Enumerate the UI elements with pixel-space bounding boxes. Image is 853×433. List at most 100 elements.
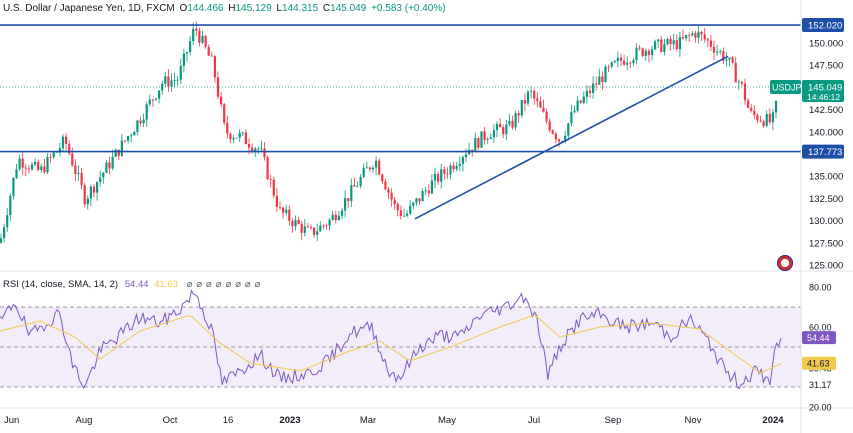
candle[interactable]: [46, 153, 49, 175]
candle[interactable]: [691, 30, 694, 37]
candle[interactable]: [657, 38, 660, 48]
candle[interactable]: [437, 171, 440, 185]
candle[interactable]: [508, 113, 511, 127]
candle[interactable]: [759, 115, 762, 123]
candle[interactable]: [65, 133, 68, 151]
candle[interactable]: [105, 160, 108, 174]
candle[interactable]: [588, 85, 592, 98]
candle[interactable]: [542, 99, 545, 113]
candle[interactable]: [712, 40, 716, 61]
candle[interactable]: [68, 140, 71, 156]
hidden-plot-icons[interactable]: ⌀⌀⌀⌀⌀⌀⌀⌀: [186, 279, 265, 290]
candle[interactable]: [567, 122, 570, 141]
candle[interactable]: [179, 58, 182, 85]
candle[interactable]: [669, 35, 672, 51]
candle[interactable]: [632, 57, 635, 67]
candle[interactable]: [601, 71, 604, 90]
candle[interactable]: [638, 44, 641, 51]
candle[interactable]: [269, 174, 272, 188]
candle[interactable]: [151, 98, 154, 107]
candle[interactable]: [77, 165, 80, 181]
candle[interactable]: [297, 216, 300, 225]
candle[interactable]: [753, 105, 756, 120]
candle[interactable]: [477, 136, 480, 151]
candle[interactable]: [58, 142, 61, 157]
candle[interactable]: [114, 148, 117, 158]
candle[interactable]: [89, 184, 92, 207]
candle[interactable]: [499, 118, 502, 128]
candle[interactable]: [554, 131, 557, 144]
candle[interactable]: [725, 52, 728, 67]
candle[interactable]: [393, 196, 396, 211]
candle[interactable]: [282, 206, 285, 219]
candle[interactable]: [685, 34, 688, 42]
candle[interactable]: [285, 204, 288, 216]
candle[interactable]: [455, 161, 458, 172]
candle[interactable]: [446, 167, 449, 179]
candle[interactable]: [722, 47, 725, 65]
candle[interactable]: [9, 193, 12, 222]
candle[interactable]: [743, 78, 747, 105]
candle[interactable]: [145, 101, 148, 128]
candle[interactable]: [610, 61, 613, 69]
candle[interactable]: [241, 131, 244, 136]
candle[interactable]: [551, 129, 554, 135]
candle[interactable]: [406, 210, 409, 218]
candle[interactable]: [331, 210, 334, 221]
candle[interactable]: [294, 215, 297, 231]
candle[interactable]: [108, 156, 111, 175]
candle[interactable]: [303, 219, 306, 237]
candle[interactable]: [257, 146, 260, 154]
candle[interactable]: [607, 64, 610, 73]
candle[interactable]: [728, 57, 731, 67]
candle[interactable]: [158, 90, 161, 104]
candle[interactable]: [492, 124, 495, 143]
candle[interactable]: [161, 80, 164, 95]
price-pane[interactable]: [0, 21, 801, 244]
candle[interactable]: [192, 22, 195, 46]
candle[interactable]: [430, 174, 433, 195]
candle[interactable]: [433, 167, 437, 188]
candle[interactable]: [164, 72, 167, 88]
candle[interactable]: [213, 54, 216, 83]
candle[interactable]: [359, 174, 362, 189]
candle[interactable]: [440, 163, 443, 189]
candle[interactable]: [83, 182, 86, 208]
candle[interactable]: [468, 142, 471, 155]
candle[interactable]: [61, 134, 65, 152]
candle[interactable]: [415, 197, 418, 206]
candle[interactable]: [71, 147, 74, 167]
rsi-pane[interactable]: [0, 289, 801, 390]
candle[interactable]: [387, 186, 390, 200]
candle[interactable]: [489, 133, 492, 140]
candle[interactable]: [34, 158, 37, 167]
candle[interactable]: [216, 71, 220, 100]
candle[interactable]: [334, 210, 337, 224]
candle[interactable]: [40, 163, 43, 173]
candle[interactable]: [703, 27, 706, 43]
candle[interactable]: [154, 98, 158, 102]
candle[interactable]: [644, 48, 647, 61]
candle[interactable]: [635, 43, 638, 65]
candle[interactable]: [328, 218, 331, 231]
candle[interactable]: [526, 90, 530, 107]
candle[interactable]: [86, 195, 89, 210]
candle[interactable]: [750, 103, 753, 113]
candle[interactable]: [272, 176, 275, 199]
candle[interactable]: [182, 48, 185, 73]
candle[interactable]: [127, 135, 130, 144]
candle[interactable]: [244, 129, 247, 145]
candle[interactable]: [495, 121, 499, 138]
candle[interactable]: [288, 205, 291, 226]
candle[interactable]: [384, 178, 387, 191]
candle[interactable]: [539, 96, 542, 109]
candle[interactable]: [585, 85, 588, 104]
candle[interactable]: [368, 166, 371, 172]
candle[interactable]: [530, 86, 533, 99]
trendline[interactable]: [414, 55, 729, 220]
candle[interactable]: [189, 35, 192, 56]
candle[interactable]: [24, 164, 27, 177]
candle[interactable]: [595, 76, 598, 91]
candle[interactable]: [291, 217, 294, 233]
candle[interactable]: [576, 96, 579, 113]
